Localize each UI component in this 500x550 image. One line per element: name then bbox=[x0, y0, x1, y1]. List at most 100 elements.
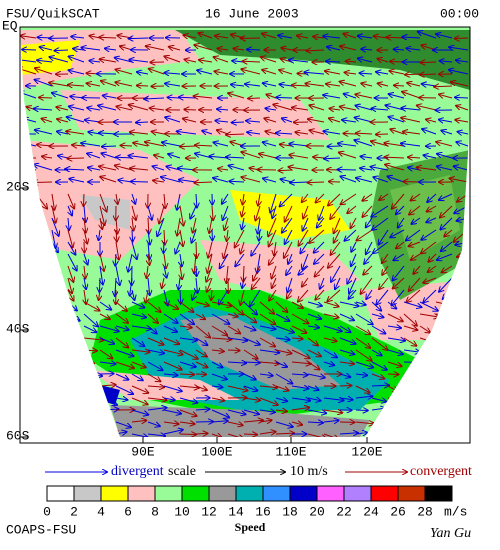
wind-vector bbox=[227, 350, 240, 351]
wind-vector bbox=[116, 217, 117, 234]
wind-vector bbox=[146, 265, 148, 278]
wind-vector bbox=[299, 229, 309, 246]
wind-vector bbox=[392, 193, 405, 209]
wind-vector bbox=[197, 70, 213, 75]
land bbox=[175, 30, 470, 90]
wind-vector bbox=[355, 349, 372, 361]
wind-vector bbox=[259, 326, 275, 329]
wind-vector bbox=[147, 325, 157, 334]
wind-vector bbox=[83, 421, 95, 422]
wind-vector bbox=[67, 409, 87, 414]
colorbar-tick: 6 bbox=[124, 504, 132, 519]
wind-vector bbox=[360, 73, 373, 74]
wind-vector bbox=[194, 253, 196, 273]
wind-vector bbox=[57, 119, 69, 122]
wind-vector bbox=[390, 61, 405, 62]
wind-vector bbox=[355, 396, 372, 398]
wind-vector bbox=[198, 33, 213, 39]
wind-vector bbox=[323, 95, 341, 98]
wind-vector bbox=[67, 338, 82, 341]
wind-vector bbox=[259, 337, 275, 346]
wind-vector bbox=[307, 326, 319, 328]
wind-vector bbox=[426, 119, 437, 122]
wind-vector bbox=[315, 265, 325, 277]
wind-vector bbox=[328, 193, 341, 205]
wind-vector bbox=[240, 289, 245, 305]
wind-vector bbox=[195, 386, 207, 390]
wind-vector bbox=[261, 57, 277, 63]
wind-vector bbox=[220, 253, 229, 268]
wind-vector bbox=[323, 314, 338, 317]
wind-vector bbox=[165, 117, 181, 123]
wind-vector bbox=[35, 337, 54, 345]
wind-vector bbox=[361, 156, 373, 158]
wind-vectors bbox=[20, 32, 470, 437]
wind-vector bbox=[226, 265, 228, 283]
wind-vector bbox=[275, 301, 287, 312]
wind-vector bbox=[361, 277, 373, 294]
wind-vector bbox=[309, 105, 325, 111]
wind-vector bbox=[51, 253, 57, 269]
wind-vector bbox=[184, 109, 197, 110]
wind-vector bbox=[282, 217, 293, 233]
wind-vector bbox=[279, 170, 293, 171]
wind-vector bbox=[419, 325, 430, 333]
wind-vector bbox=[159, 205, 165, 223]
wind-vector bbox=[131, 409, 148, 415]
wind-vector bbox=[419, 314, 439, 317]
wind-vector bbox=[343, 34, 357, 39]
wind-vector bbox=[435, 409, 452, 415]
wind-vector bbox=[371, 167, 389, 170]
wind-vector bbox=[194, 45, 213, 51]
wind-vector bbox=[371, 314, 383, 317]
wind-vector bbox=[413, 265, 421, 274]
wind-vector bbox=[371, 385, 389, 386]
wind-vector bbox=[227, 409, 246, 414]
wind-vector bbox=[387, 301, 396, 309]
wind-vector bbox=[291, 313, 308, 323]
wind-vector bbox=[355, 337, 370, 348]
wind-vector bbox=[99, 229, 100, 240]
wind-vector bbox=[339, 385, 351, 386]
wind-vector bbox=[241, 152, 261, 159]
wind-vector bbox=[115, 398, 127, 400]
wind-vector bbox=[37, 60, 53, 62]
wind-vector bbox=[215, 121, 229, 122]
wind-vector bbox=[42, 156, 53, 158]
wind-vector bbox=[227, 433, 243, 437]
wind-vector bbox=[390, 229, 405, 237]
wind-vector bbox=[147, 301, 161, 312]
wind-vector bbox=[355, 325, 370, 334]
wind-vector bbox=[252, 277, 261, 289]
wind-vector bbox=[451, 374, 470, 375]
wind-vector bbox=[280, 193, 293, 206]
wind-vector bbox=[387, 349, 403, 354]
wind-vector bbox=[35, 314, 54, 317]
wind-vector bbox=[340, 176, 357, 183]
wind-vector bbox=[421, 62, 437, 63]
wind-vector bbox=[194, 96, 213, 98]
wind-vector bbox=[116, 241, 119, 260]
wind-vector bbox=[147, 386, 164, 387]
wind-vector bbox=[199, 60, 213, 62]
wind-vector bbox=[339, 325, 351, 332]
wind-vector bbox=[67, 193, 74, 208]
wind-vector bbox=[36, 253, 39, 273]
wind-vector bbox=[451, 361, 466, 370]
wind-vector bbox=[320, 277, 325, 289]
wind-vector bbox=[226, 157, 245, 158]
wind-vector bbox=[99, 193, 107, 211]
wind-vector bbox=[129, 60, 149, 62]
wind-vector bbox=[163, 385, 182, 391]
wind-vector bbox=[22, 165, 37, 171]
wind-vector bbox=[241, 177, 261, 183]
wind-vector bbox=[259, 410, 275, 412]
wind-vector bbox=[387, 326, 401, 328]
wind-vector bbox=[323, 433, 338, 437]
patch bbox=[180, 315, 340, 390]
wind-vector bbox=[243, 61, 261, 62]
wind-vector bbox=[306, 84, 325, 86]
color-box bbox=[127, 485, 156, 502]
wind-vector bbox=[51, 349, 67, 356]
wind-vector bbox=[268, 217, 277, 236]
